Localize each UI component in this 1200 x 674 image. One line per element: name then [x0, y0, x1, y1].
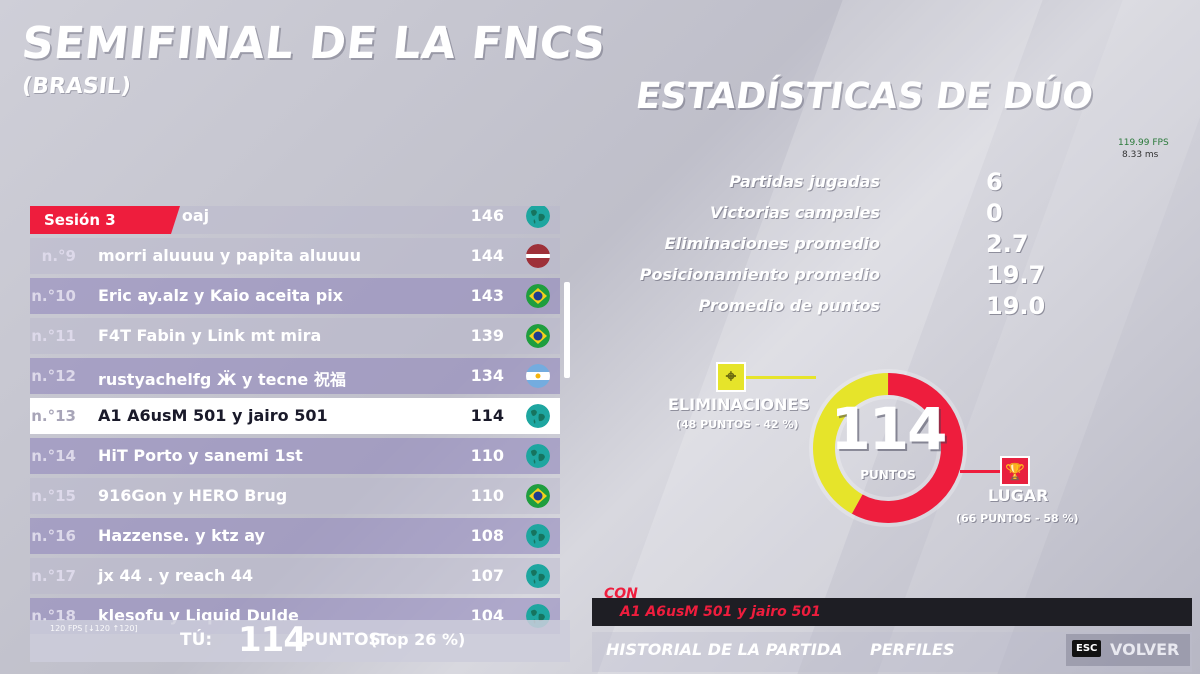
- stat-label: Victorias campales: [709, 203, 880, 222]
- rank: n.°14: [31, 447, 76, 465]
- team-points: 144: [470, 246, 504, 265]
- crosshair-icon: ⌖: [716, 362, 746, 392]
- frame-time: 8.33 ms: [1122, 150, 1159, 160]
- globe-flag-icon: [526, 444, 550, 468]
- fps-counter: 119.99 FPS 8.33 ms: [1118, 137, 1169, 161]
- rank: n.°11: [31, 327, 76, 345]
- team-name: HiT Porto y sanemi 1st: [98, 446, 303, 465]
- team-name: A1 A6usM 501 y jairo 501: [98, 406, 328, 425]
- team-points: 143: [470, 286, 504, 305]
- team-name: morri aluuuu y papita aluuuu: [98, 246, 361, 265]
- stat-row: Promedio de puntos 19.0: [690, 292, 1050, 323]
- team-points: 134: [470, 366, 504, 385]
- stats-list: Partidas jugadas 6 Victorias campales 0 …: [640, 168, 1050, 323]
- stat-row: Posicionamiento promedio 19.7: [640, 261, 1050, 292]
- points-donut: 114 PUNTOS: [808, 368, 968, 528]
- you-label: TÚ:: [180, 630, 213, 650]
- team-points: 139: [470, 326, 504, 345]
- you-unit: PUNTOS: [302, 630, 381, 650]
- rank: n.°12: [31, 367, 76, 385]
- rank: n.°17: [31, 567, 76, 585]
- globe-flag-icon: [526, 206, 550, 228]
- rank: n.°13: [31, 407, 76, 425]
- table-row[interactable]: n.°17 jx 44 . y reach 44 107: [30, 558, 560, 594]
- team-points: 110: [470, 446, 504, 465]
- donut-unit: PUNTOS: [860, 468, 916, 482]
- latvia-flag-icon: [526, 244, 550, 268]
- team-points: 146: [470, 206, 504, 225]
- stat-value: 2.7: [986, 230, 1029, 258]
- team-points: 114: [470, 406, 504, 425]
- table-row[interactable]: n.°14 HiT Porto y sanemi 1st 110: [30, 438, 560, 474]
- rank: n.°15: [31, 487, 76, 505]
- eliminations-connector: [746, 376, 816, 379]
- page-title: SEMIFINAL DE LA FNCS: [19, 18, 609, 69]
- donut-total: 114: [830, 395, 947, 463]
- rank: n.°9: [41, 247, 76, 265]
- argentina-flag-icon: [526, 364, 550, 388]
- you-top-percent: (Top 26 %): [370, 630, 466, 649]
- stat-row: Eliminaciones promedio 2.7: [665, 230, 1050, 261]
- team-name: Hazzense. y ktz ay: [98, 526, 265, 545]
- table-row[interactable]: n.°9 morri aluuuu y papita aluuuu 144: [30, 238, 560, 274]
- esc-key-icon: ESC: [1072, 640, 1102, 657]
- stat-value: 0: [986, 199, 1003, 227]
- stat-row: Victorias campales 0: [690, 199, 1050, 230]
- team-name: jx 44 . y reach 44: [98, 566, 254, 585]
- teammate-name: A1 A6usM 501 y jairo 501: [620, 604, 821, 620]
- stat-value: 6: [986, 168, 1003, 196]
- trophy-icon: 🏆: [1000, 456, 1030, 486]
- placement-label: LUGAR: [988, 486, 1049, 505]
- you-points: 114: [238, 620, 307, 660]
- table-row[interactable]: n.°11 F4T Fabin y Link mt mira 139: [30, 318, 560, 354]
- brazil-flag-icon: [526, 484, 550, 508]
- globe-flag-icon: [526, 404, 550, 428]
- fps-value: 119.99 FPS: [1118, 138, 1169, 148]
- stat-label: Posicionamiento promedio: [639, 265, 880, 284]
- placement-connector: [960, 470, 1002, 473]
- brazil-flag-icon: [526, 284, 550, 308]
- placement-points: (66 PUNTOS - 58 %): [956, 512, 1079, 525]
- page-subtitle: (BRASIL): [20, 74, 133, 99]
- rank: n.°16: [31, 527, 76, 545]
- leaderboard-scrollbar[interactable]: [564, 282, 570, 378]
- your-score-bar: TÚ: 114 PUNTOS (Top 26 %): [30, 620, 570, 662]
- stat-label: Promedio de puntos: [698, 296, 880, 315]
- table-row-current-team[interactable]: n.°13 A1 A6usM 501 y jairo 501 114: [30, 398, 560, 434]
- brazil-flag-icon: [526, 324, 550, 348]
- stat-label: Eliminaciones promedio: [664, 234, 880, 253]
- stat-row: Partidas jugadas 6: [690, 168, 1050, 199]
- stat-value: 19.7: [986, 261, 1046, 289]
- stats-title: ESTADÍSTICAS DE DÚO: [633, 76, 1096, 117]
- eliminations-label: ELIMINACIONES: [668, 395, 810, 414]
- back-label[interactable]: VOLVER: [1110, 640, 1180, 659]
- team-name: Eric ay.alz y Kaio aceita pix: [98, 286, 343, 305]
- team-points: 108: [470, 526, 504, 545]
- globe-flag-icon: [526, 564, 550, 588]
- rank: n.°10: [31, 287, 76, 305]
- fps-overlay: 120 FPS [↓120 ↑120]: [50, 624, 138, 633]
- table-row[interactable]: n.°10 Eric ay.alz y Kaio aceita pix 143: [30, 278, 560, 314]
- stat-label: Partidas jugadas: [729, 172, 880, 191]
- team-name: 916Gon y HERO Brug: [98, 486, 288, 505]
- teammate-label: CON: [604, 586, 638, 602]
- table-row[interactable]: n.°12 rustyachelfg Ӝ y tecne 祝福 134: [30, 358, 560, 394]
- match-history-tab[interactable]: HISTORIAL DE LA PARTIDA: [606, 640, 843, 659]
- table-row[interactable]: n.°16 Hazzense. y ktz ay 108: [30, 518, 560, 554]
- team-name: F4T Fabin y Link mt mira: [98, 326, 322, 345]
- team-points: 107: [470, 566, 504, 585]
- globe-flag-icon: [526, 524, 550, 548]
- team-points: 110: [470, 486, 504, 505]
- table-row[interactable]: n.°15 916Gon y HERO Brug 110: [30, 478, 560, 514]
- teammate-banner: [592, 598, 1192, 626]
- profiles-tab[interactable]: PERFILES: [870, 640, 955, 659]
- session-tab[interactable]: Sesión 3: [30, 206, 180, 234]
- eliminations-points: (48 PUNTOS - 42 %): [676, 418, 799, 431]
- session-label: Sesión 3: [44, 211, 116, 229]
- stat-value: 19.0: [986, 292, 1046, 320]
- team-name: rustyachelfg Ӝ y tecne 祝福: [98, 370, 346, 389]
